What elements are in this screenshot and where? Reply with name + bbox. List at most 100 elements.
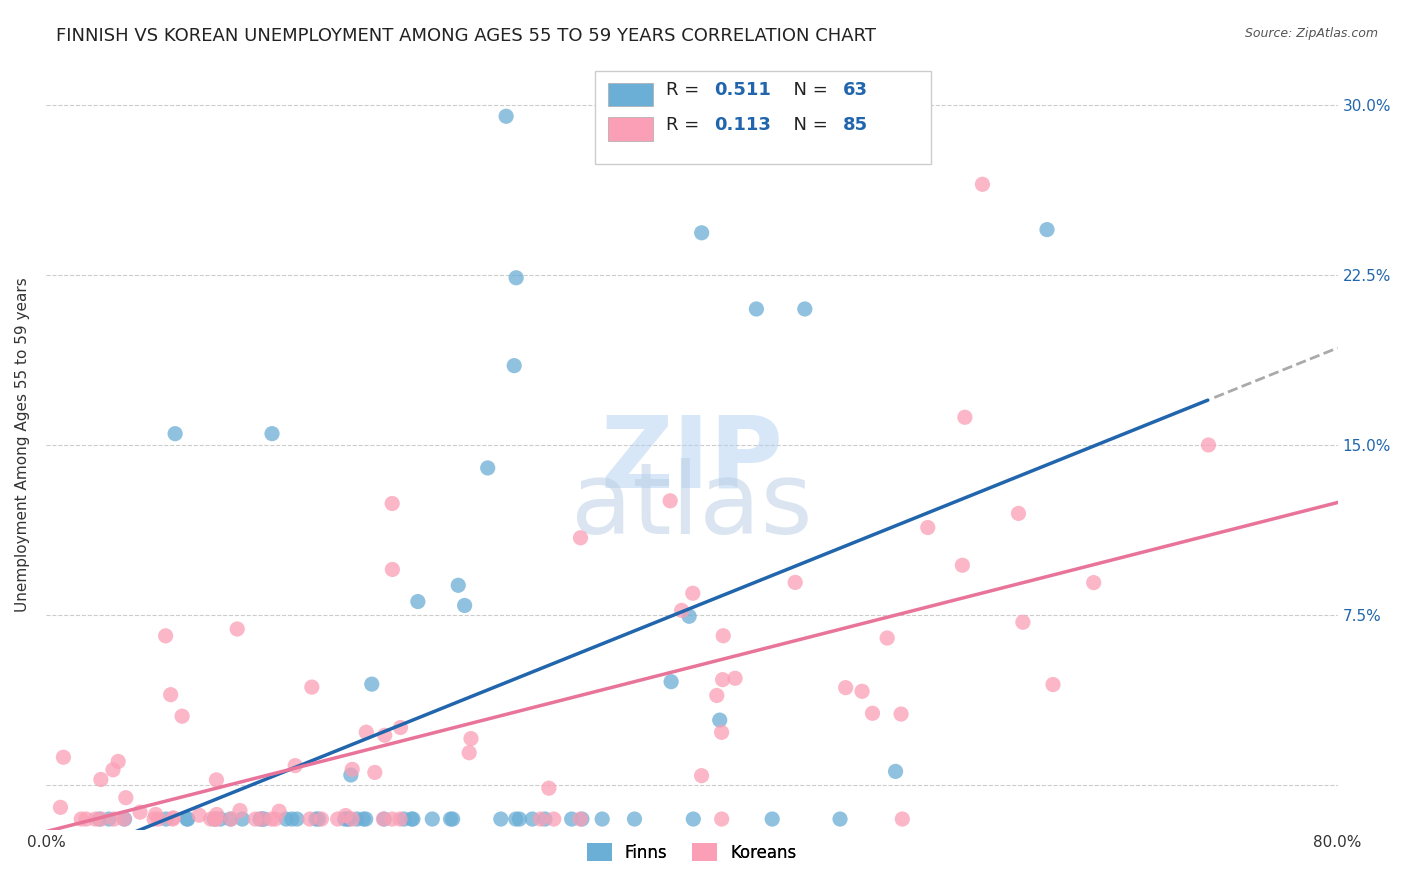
- Point: [129, 805, 152, 819]
- Point: [710, 725, 733, 739]
- Point: [828, 812, 851, 826]
- Point: [710, 812, 733, 826]
- Point: [49, 800, 72, 814]
- Point: [205, 772, 228, 787]
- Point: [1007, 507, 1029, 521]
- Point: [458, 746, 481, 760]
- Text: FINNISH VS KOREAN UNEMPLOYMENT AMONG AGES 55 TO 59 YEARS CORRELATION CHART: FINNISH VS KOREAN UNEMPLOYMENT AMONG AGE…: [56, 27, 876, 45]
- Point: [70, 812, 93, 826]
- Point: [392, 812, 415, 826]
- Point: [298, 812, 321, 826]
- Point: [252, 812, 274, 826]
- Point: [107, 755, 129, 769]
- Point: [972, 178, 994, 192]
- Point: [89, 812, 111, 826]
- Point: [373, 812, 395, 826]
- Legend: Finns, Koreans: Finns, Koreans: [579, 837, 804, 868]
- Point: [671, 603, 693, 617]
- Point: [342, 762, 364, 776]
- Text: Source: ZipAtlas.com: Source: ZipAtlas.com: [1244, 27, 1378, 40]
- Point: [84, 812, 107, 826]
- Point: [402, 812, 425, 826]
- Point: [285, 812, 308, 826]
- Text: 85: 85: [844, 116, 868, 134]
- Point: [148, 812, 170, 826]
- Point: [145, 807, 167, 822]
- Point: [335, 808, 357, 822]
- Y-axis label: Unemployment Among Ages 55 to 59 years: Unemployment Among Ages 55 to 59 years: [15, 277, 30, 613]
- Point: [381, 496, 404, 510]
- Text: N =: N =: [782, 116, 834, 134]
- Point: [101, 763, 124, 777]
- Point: [690, 226, 713, 240]
- Point: [953, 410, 976, 425]
- Point: [143, 812, 166, 826]
- Point: [226, 622, 249, 636]
- Point: [356, 725, 378, 739]
- FancyBboxPatch shape: [595, 71, 931, 163]
- Point: [162, 812, 184, 826]
- Point: [340, 812, 363, 826]
- Point: [90, 772, 112, 787]
- Text: N =: N =: [782, 81, 834, 99]
- Point: [284, 758, 307, 772]
- Point: [336, 812, 359, 826]
- Point: [571, 812, 593, 826]
- Point: [851, 684, 873, 698]
- Point: [591, 812, 613, 826]
- Point: [260, 812, 283, 826]
- Point: [505, 812, 527, 826]
- Point: [505, 270, 527, 285]
- Point: [75, 812, 97, 826]
- Point: [346, 812, 368, 826]
- Point: [209, 812, 232, 826]
- Point: [761, 812, 783, 826]
- Point: [561, 812, 583, 826]
- Point: [326, 812, 349, 826]
- Point: [569, 812, 592, 826]
- Text: R =: R =: [666, 116, 704, 134]
- Point: [709, 713, 731, 727]
- Point: [202, 812, 225, 826]
- Point: [245, 812, 267, 826]
- Point: [447, 578, 470, 592]
- Point: [711, 673, 734, 687]
- Point: [219, 812, 242, 826]
- Point: [917, 520, 939, 534]
- Point: [439, 812, 461, 826]
- Point: [659, 493, 682, 508]
- Point: [260, 426, 283, 441]
- Point: [205, 807, 228, 822]
- Point: [354, 812, 377, 826]
- Point: [569, 531, 592, 545]
- Point: [311, 812, 333, 826]
- Point: [489, 812, 512, 826]
- Point: [508, 812, 530, 826]
- Point: [950, 558, 973, 573]
- Point: [98, 812, 121, 826]
- Point: [389, 721, 412, 735]
- Point: [876, 631, 898, 645]
- Point: [177, 812, 200, 826]
- Point: [682, 586, 704, 600]
- Point: [477, 461, 499, 475]
- Point: [389, 812, 412, 826]
- Point: [460, 731, 482, 746]
- Point: [281, 812, 304, 826]
- FancyBboxPatch shape: [607, 118, 652, 141]
- Point: [305, 812, 328, 826]
- Text: atlas: atlas: [571, 458, 813, 555]
- Point: [364, 765, 387, 780]
- Point: [301, 680, 323, 694]
- Point: [337, 812, 360, 826]
- Point: [503, 359, 526, 373]
- Point: [165, 426, 187, 441]
- Point: [706, 689, 728, 703]
- Point: [155, 629, 177, 643]
- Point: [1042, 677, 1064, 691]
- Point: [884, 764, 907, 779]
- Point: [682, 812, 704, 826]
- Point: [1198, 438, 1220, 452]
- Point: [231, 812, 253, 826]
- Point: [172, 709, 194, 723]
